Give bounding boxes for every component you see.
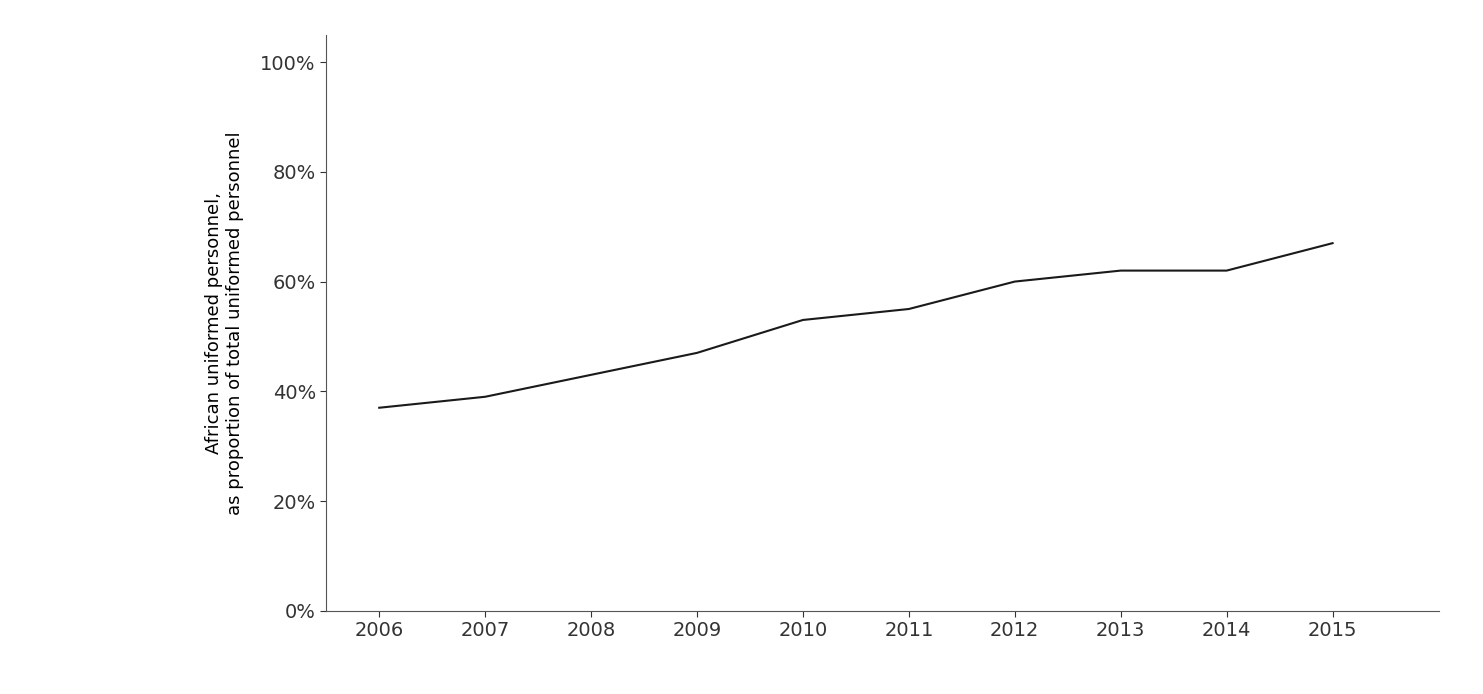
Y-axis label: African uniformed personnel,
as proportion of total uniformed personnel: African uniformed personnel, as proporti… [205, 131, 243, 514]
